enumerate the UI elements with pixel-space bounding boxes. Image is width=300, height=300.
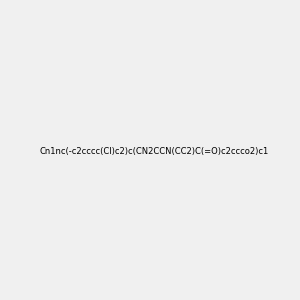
Text: Cn1nc(-c2cccc(Cl)c2)c(CN2CCN(CC2)C(=O)c2ccco2)c1: Cn1nc(-c2cccc(Cl)c2)c(CN2CCN(CC2)C(=O)c2… xyxy=(39,147,268,156)
